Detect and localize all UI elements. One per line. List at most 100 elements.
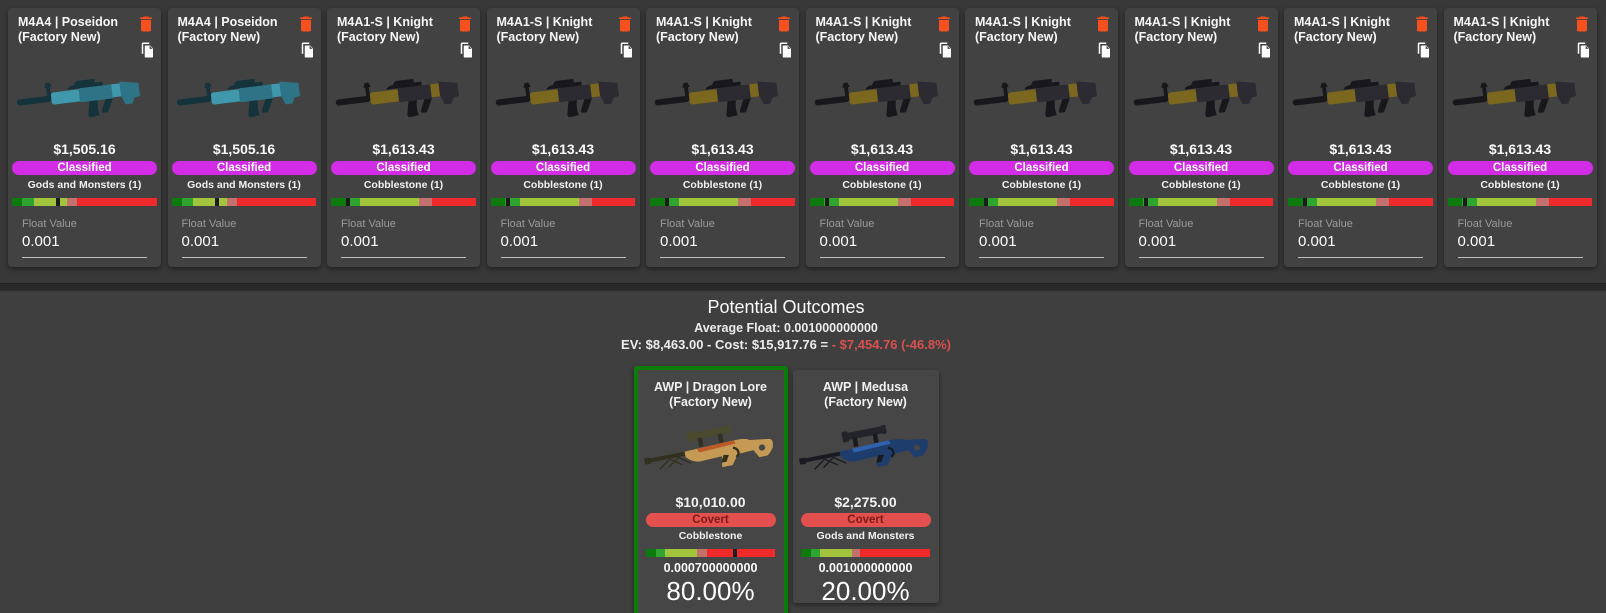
outcome-price: $10,010.00 [675,494,746,510]
float-range-bar [490,198,636,206]
duplicate-item-button[interactable] [298,41,316,59]
copy-icon [1098,42,1110,58]
float-value-input[interactable] [500,231,626,258]
item-price: $1,505.16 [212,141,276,157]
trash-icon [937,16,950,32]
float-value-input[interactable] [341,231,466,258]
trash-icon [459,16,471,32]
outcome-probability: 20.00% [821,576,910,606]
float-value-label: Float Value [819,218,875,230]
collection-name: Cobblestone [678,530,743,542]
copy-icon [779,42,791,58]
weapon-image [493,61,634,137]
duplicate-item-button[interactable] [617,41,635,59]
item-name: M4A4 | Poseidon (Factory New) [18,15,119,44]
outcome-card[interactable]: AWP | Dragon Lore (Factory New) $10,010.… [633,366,788,613]
float-value-input[interactable] [22,231,147,258]
duplicate-item-button[interactable] [776,41,794,59]
weapon-image [1450,61,1591,137]
delete-item-button[interactable] [296,14,316,34]
weapon-image [971,61,1112,137]
float-value-input[interactable] [819,231,945,258]
delete-item-button[interactable] [1412,14,1432,34]
outcome-float-value: 0.000700000000 [663,561,758,575]
trash-icon [778,16,790,32]
float-value-label: Float Value [979,218,1034,230]
trade-up-input-card: M4A1-S | Knight (Factory New) $1,613.43 … [1124,8,1278,267]
item-price: $1,505.16 [53,141,116,157]
float-range-bar [650,198,795,206]
item-name: M4A1-S | Knight (Factory New) [337,15,433,44]
outcome-item-name: AWP | Medusa (Factory New) [822,380,909,409]
trash-icon [1097,16,1109,32]
float-value-label: Float Value [660,218,715,230]
rarity-badge: Classified [650,161,795,175]
copy-icon [1577,42,1589,58]
weapon-image [1131,61,1272,137]
float-value-input[interactable] [979,231,1104,258]
average-float-text: Average Float: 0.001000000000 [694,321,878,335]
collection-name: Cobblestone (1) [1161,179,1241,191]
outcome-card[interactable]: AWP | Medusa (Factory New) $2,275.00 Cov… [792,370,939,606]
trade-up-input-card: M4A1-S | Knight (Factory New) $1,613.43 … [1284,8,1437,267]
weapon-image [812,61,953,137]
delete-item-button[interactable] [1093,14,1113,34]
float-value-label: Float Value [1138,218,1194,230]
input-cards-row: M4A4 | Poseidon (Factory New) $1,505.16 … [8,8,1606,267]
float-value-input[interactable] [181,231,307,258]
float-range-bar [969,198,1114,206]
float-range-bar [800,549,931,557]
delete-item-button[interactable] [774,14,794,34]
delete-item-button[interactable] [1253,14,1273,34]
copy-icon [620,42,632,58]
item-name: M4A1-S | Knight (Factory New) [1134,15,1231,44]
duplicate-item-button[interactable] [936,41,954,59]
item-name: M4A4 | Poseidon (Factory New) [177,15,278,44]
item-name: M4A1-S | Knight (Factory New) [1453,15,1550,44]
duplicate-item-button[interactable] [1255,41,1273,59]
rarity-badge: Classified [1447,161,1593,175]
outcome-float-value: 0.001000000000 [818,561,913,575]
item-name: M4A1-S | Knight (Factory New) [975,15,1071,44]
rarity-badge: Covert [800,513,931,527]
duplicate-item-button[interactable] [138,41,156,59]
outcome-probability: 80.00% [666,576,755,606]
item-name: M4A1-S | Knight (Factory New) [815,15,912,44]
float-value-input[interactable] [1138,231,1264,258]
item-price: $1,613.43 [1010,141,1073,157]
float-range-bar [1288,198,1433,206]
delete-item-button[interactable] [1572,14,1592,34]
collection-name: Cobblestone (1) [682,179,763,191]
copy-icon [460,42,472,58]
float-range-bar [171,198,317,206]
item-name: M4A1-S | Knight (Factory New) [656,15,752,44]
trash-icon [1416,16,1428,32]
float-value-input[interactable] [1457,231,1583,258]
float-value-input[interactable] [1298,231,1423,258]
trash-icon [299,16,312,32]
outcome-item-name: AWP | Dragon Lore (Factory New) [653,380,767,409]
duplicate-item-button[interactable] [1574,41,1592,59]
duplicate-item-button[interactable] [457,41,475,59]
delete-item-button[interactable] [136,14,156,34]
copy-icon [939,42,951,58]
duplicate-item-button[interactable] [1095,41,1113,59]
trash-icon [1575,16,1588,32]
float-value-label: Float Value [1298,218,1353,230]
rarity-badge: Covert [645,513,776,527]
item-price: $1,613.43 [1329,141,1392,157]
delete-item-button[interactable] [934,14,954,34]
copy-icon [1417,42,1429,58]
duplicate-item-button[interactable] [1414,41,1432,59]
collection-name: Cobblestone (1) [1320,179,1401,191]
item-price: $1,613.43 [1169,141,1233,157]
float-range-bar [331,198,476,206]
collection-name: Gods and Monsters [816,530,915,542]
potential-outcomes-section: Potential Outcomes Average Float: 0.0010… [0,291,1606,613]
delete-item-button[interactable] [455,14,475,34]
rarity-badge: Classified [1128,161,1274,175]
float-range-bar [645,549,776,557]
delete-item-button[interactable] [615,14,635,34]
float-value-input[interactable] [660,231,785,258]
trade-up-input-card: M4A1-S | Knight (Factory New) $1,613.43 … [965,8,1118,267]
